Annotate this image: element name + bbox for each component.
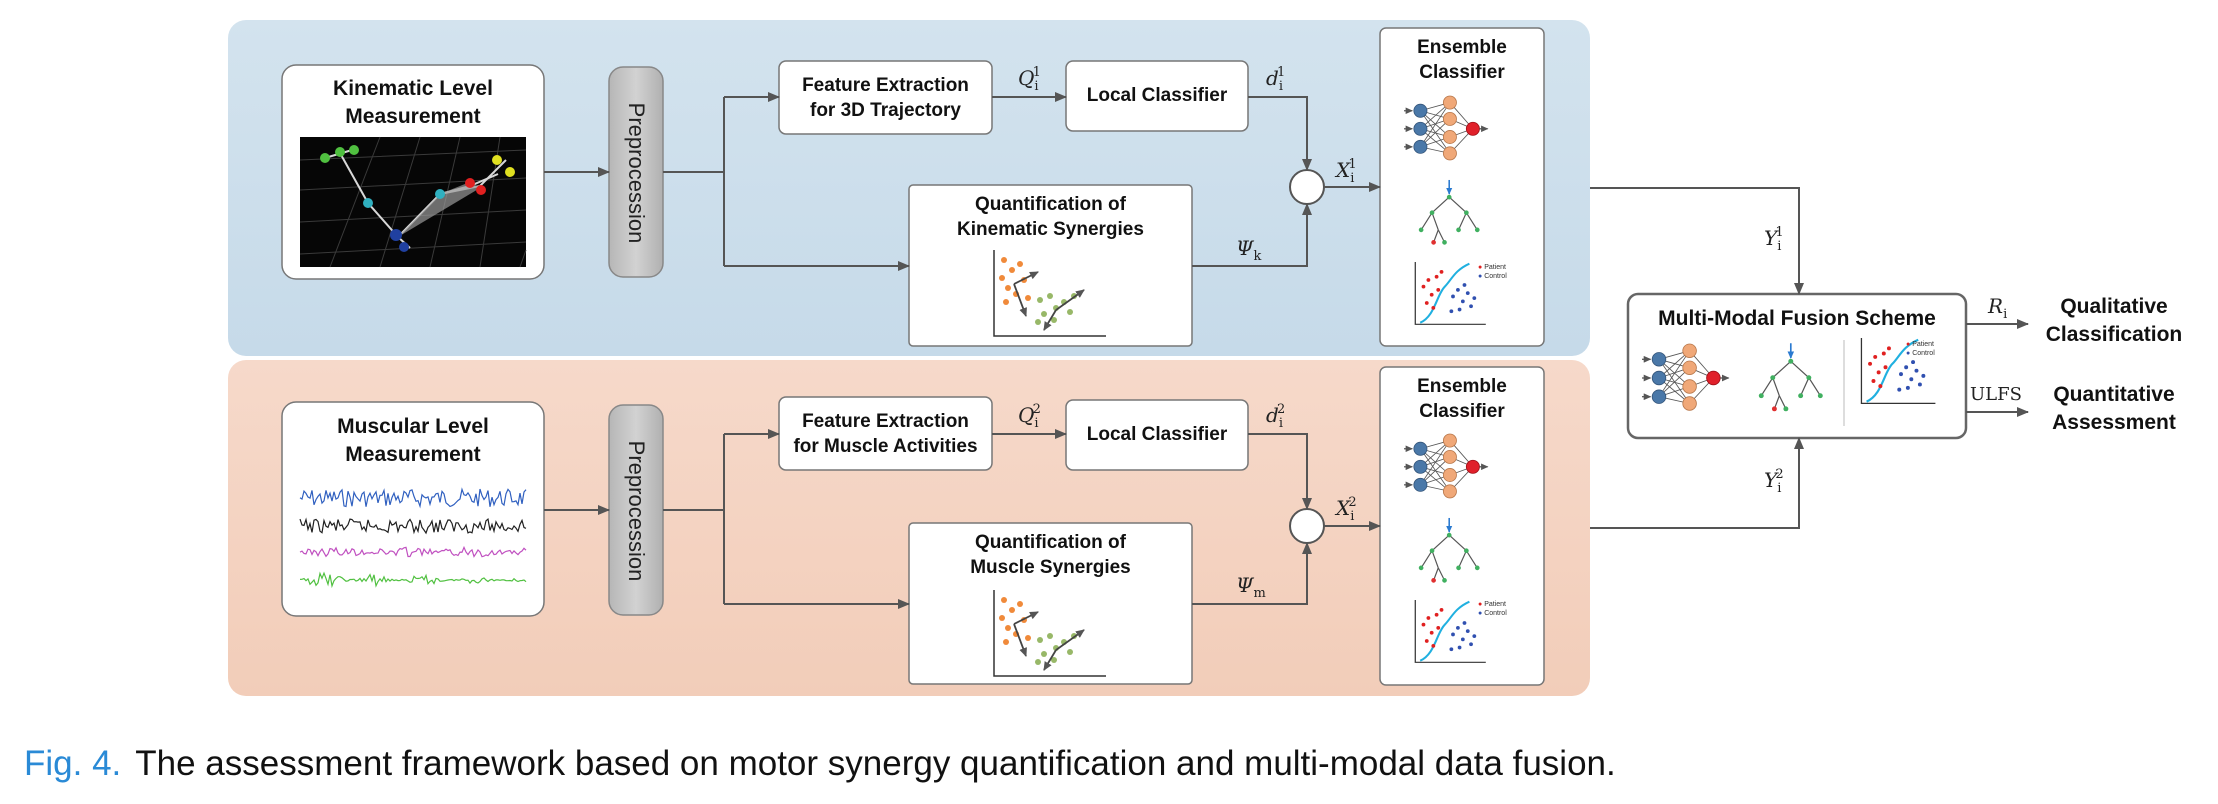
joint-marker bbox=[320, 153, 330, 163]
kinematic-decision-tree-icon bbox=[1418, 179, 1480, 245]
y2-symbol: Yi2 bbox=[1764, 467, 1784, 496]
r-symbol: Ri bbox=[1988, 294, 2008, 322]
fusion-scheme-title: Multi-Modal Fusion Scheme bbox=[1658, 307, 1936, 331]
joint-marker bbox=[435, 189, 445, 199]
kinematic-local-classifier-label: Local Classifier bbox=[1086, 85, 1228, 107]
qualitative-classification-label: Qualitative Classification bbox=[2045, 295, 2183, 346]
kinematic-ensemble-label: Ensemble Classifier bbox=[1417, 36, 1507, 83]
kinematic-neural-net-icon bbox=[1404, 95, 1489, 161]
joint-marker bbox=[465, 178, 475, 188]
connectors bbox=[544, 92, 2029, 609]
d2-symbol: di2 bbox=[1266, 402, 1286, 431]
fusion-neural-net-icon bbox=[1642, 343, 1730, 411]
joint-marker bbox=[390, 229, 402, 241]
muscular-feature-label: Feature Extraction for Muscle Activities bbox=[793, 410, 978, 457]
figure-caption: Fig. 4. The assessment framework based on… bbox=[24, 744, 1616, 784]
fusion-legend: ● Patient ● Control bbox=[1906, 341, 1935, 357]
joint-marker bbox=[335, 147, 345, 157]
muscular-scatter-icon bbox=[1414, 600, 1486, 663]
joint-marker bbox=[399, 242, 409, 252]
muscular-decision-tree-icon bbox=[1418, 517, 1480, 583]
fusion-decision-tree-icon bbox=[1758, 343, 1823, 412]
muscular-measurement-title: Muscular Level Measurement bbox=[337, 415, 489, 466]
joint-marker bbox=[505, 167, 515, 177]
ulfs-label: ULFS bbox=[1970, 384, 2022, 405]
kinematic-synergy-label: Quantification of Kinematic Synergies bbox=[957, 193, 1144, 240]
caption-text: The assessment framework based on motor … bbox=[135, 744, 1616, 783]
quantitative-assessment-label: Quantitative Assessment bbox=[2052, 383, 2176, 434]
muscular-ensemble-label: Ensemble Classifier bbox=[1417, 375, 1507, 422]
muscular-neural-net-icon bbox=[1404, 433, 1489, 499]
x2-symbol: Xi2 bbox=[1336, 495, 1357, 524]
kinematic-synergy-plot bbox=[993, 250, 1106, 337]
joint-marker bbox=[363, 198, 373, 208]
q1-symbol: Qi1 bbox=[1018, 65, 1041, 94]
psi-m-symbol: Ψm bbox=[1236, 573, 1266, 601]
psi-k-symbol: Ψk bbox=[1236, 236, 1262, 264]
figure-number: Fig. 4. bbox=[24, 744, 122, 783]
muscular-local-classifier-label: Local Classifier bbox=[1086, 424, 1228, 446]
muscular-legend: ● Patient ● Control bbox=[1478, 601, 1507, 617]
fusion-scatter-icon bbox=[1860, 338, 1936, 405]
d1-symbol: di1 bbox=[1266, 65, 1286, 94]
emg-signals bbox=[299, 487, 527, 589]
kinematic-legend: ● Patient ● Control bbox=[1478, 264, 1507, 280]
joint-marker bbox=[349, 145, 359, 155]
muscular-sum-node bbox=[1289, 508, 1325, 544]
y1-symbol: Yi1 bbox=[1764, 225, 1784, 254]
muscular-synergy-label: Quantification of Muscle Synergies bbox=[970, 531, 1131, 578]
muscular-synergy-plot bbox=[993, 590, 1106, 677]
kinematic-scatter-icon bbox=[1414, 262, 1486, 325]
kinematic-measurement-title: Kinematic Level Measurement bbox=[333, 77, 493, 128]
joint-marker bbox=[492, 155, 502, 165]
kinematic-sum-node bbox=[1289, 169, 1325, 205]
muscular-preprocess-label: Preprocession bbox=[624, 440, 649, 582]
kinematic-preprocess-label: Preprocession bbox=[624, 102, 649, 244]
q2-symbol: Qi2 bbox=[1018, 402, 1041, 431]
joint-marker bbox=[476, 185, 486, 195]
x1-symbol: Xi1 bbox=[1336, 157, 1357, 186]
kinematic-feature-label: Feature Extraction for 3D Trajectory bbox=[802, 74, 969, 121]
